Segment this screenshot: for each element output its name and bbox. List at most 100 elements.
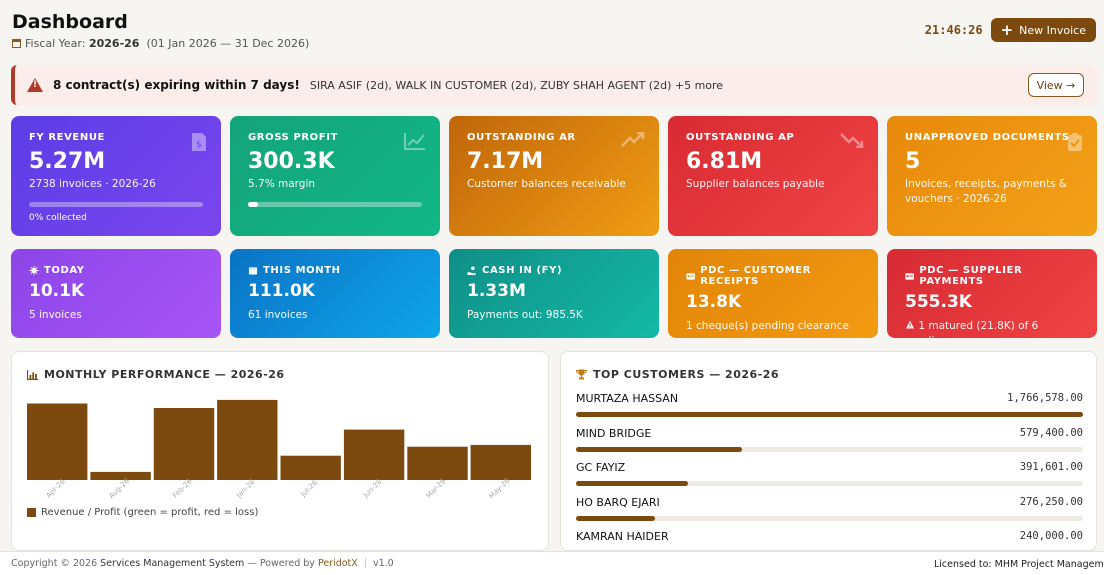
kpi-today[interactable]: TODAY 10.1K 5 invoices	[11, 249, 221, 338]
kpi-sub: 1 cheque(s) pending clearance	[686, 320, 849, 332]
view-contracts-button[interactable]: View →	[1028, 73, 1084, 97]
kpi-this-month[interactable]: THIS MONTH 111.0K 61 invoices	[230, 249, 440, 338]
version: v1.0	[373, 558, 394, 569]
panel-header: MONTHLY PERFORMANCE — 2026-26	[27, 368, 285, 381]
kpi-sub-row: 1 matured (21.8K) of 6 pending	[905, 319, 1079, 338]
chart-bar-mar-26[interactable]	[407, 446, 468, 480]
chart-bar-aug-26[interactable]	[90, 471, 151, 480]
chart-bar-jul-26[interactable]	[280, 455, 341, 480]
chart-bar-jun-26[interactable]	[343, 429, 405, 480]
kpi-value: 5	[905, 149, 921, 174]
kpi-label: PDC — SUPPLIER PAYMENTS	[919, 265, 1023, 287]
kpi-value: 111.0K	[248, 281, 315, 301]
progress-fill	[248, 202, 258, 207]
new-invoice-button[interactable]: + New Invoice	[990, 18, 1096, 42]
chart-tick-label: Jun-26	[361, 477, 384, 500]
cheque-icon	[905, 272, 914, 280]
clipboard-check-icon	[1068, 133, 1082, 151]
kpi-sub: 61 invoices	[248, 309, 308, 321]
warning-icon	[905, 320, 915, 329]
kpi-label-row: PDC — SUPPLIER PAYMENTS	[905, 265, 1079, 287]
kpi-label-row: THIS MONTH	[248, 265, 422, 276]
chart-bar-feb-26[interactable]	[153, 408, 215, 480]
chart-tick-label: Jan-26	[234, 478, 256, 500]
chart-bar-jan-26[interactable]	[217, 399, 278, 480]
customer-bar-fill	[576, 481, 689, 486]
plus-icon: +	[1000, 20, 1014, 39]
kpi-value: 5.27M	[29, 149, 106, 174]
customer-row[interactable]: GC FAYIZ 391,601.00	[576, 461, 1083, 496]
kpi-sub: 5.7% margin	[248, 178, 316, 190]
kpi-unapproved-documents[interactable]: UNAPPROVED DOCUMENTS 5 Invoices, receipt…	[887, 116, 1097, 236]
chart-bar-may-26[interactable]	[470, 444, 531, 480]
chart-tick-label: Aug-26	[107, 476, 131, 500]
bar-chart-icon	[27, 369, 38, 380]
kpi-fy-revenue[interactable]: $ FY REVENUE 5.27M 2738 invoices · 2026-…	[11, 116, 221, 236]
panel-header: TOP CUSTOMERS — 2026-26	[576, 368, 779, 381]
page-title: Dashboard	[12, 11, 128, 33]
kpi-label-row: TODAY	[29, 265, 203, 276]
fiscal-year-info: Fiscal Year: 2026-26 (01 Jan 2026 — 31 D…	[12, 37, 1096, 50]
customer-row[interactable]: HO BARQ EJARI 276,250.00	[576, 496, 1083, 531]
customer-bar-fill	[576, 446, 743, 452]
kpi-value: 10.1K	[29, 281, 85, 301]
customer-amount: 579,400.00	[1019, 426, 1083, 439]
chart-legend: Revenue / Profit (green = profit, red = …	[27, 507, 258, 518]
customer-amount: 1,766,578.00	[1007, 392, 1083, 404]
kpi-pdc-customer-receipts[interactable]: PDC — CUSTOMER RECEIPTS 13.8K 1 cheque(s…	[668, 249, 878, 338]
kpi-gross-profit[interactable]: GROSS PROFIT 300.3K 5.7% margin	[230, 116, 440, 236]
customer-amount: 240,000.00	[1019, 530, 1083, 542]
legend-swatch	[27, 508, 36, 517]
kpi-sub: Customer balances receivable	[467, 178, 626, 190]
header-actions: 21:46:26 + New Invoice	[925, 18, 1096, 42]
kpi-value: 6.81M	[686, 149, 763, 174]
customer-row[interactable]: KAMRAN HAIDER 240,000.00	[576, 530, 1083, 550]
customer-row[interactable]: MIND BRIDGE 579,400.00	[576, 427, 1083, 462]
kpi-label: UNAPPROVED DOCUMENTS	[905, 132, 1070, 143]
footer-separator: |	[363, 558, 367, 569]
monthly-performance-panel: MONTHLY PERFORMANCE — 2026-26 Apr-26 Aug-…	[11, 351, 549, 551]
kpi-label: THIS MONTH	[263, 265, 341, 276]
customer-name: MURTAZA HASSAN	[576, 392, 679, 405]
licensed-to: Licensed to: MHM Project Management	[934, 558, 1104, 570]
footer-brand: Services Management System	[100, 558, 245, 569]
collection-progress-bar	[29, 202, 203, 207]
sun-icon	[29, 266, 39, 275]
clock: 21:46:26	[924, 23, 983, 37]
customer-name: KAMRAN HAIDER	[576, 530, 669, 543]
chart-bar-apr-26[interactable]	[27, 403, 88, 481]
trophy-icon	[576, 369, 587, 380]
kpi-outstanding-ar[interactable]: OUTSTANDING AR 7.17M Customer balances r…	[449, 116, 659, 236]
kpi-value: 1.33M	[467, 281, 526, 301]
margin-progress-bar	[248, 202, 422, 207]
kpi-value: 555.3K	[905, 292, 972, 312]
kpi-label: GROSS PROFIT	[248, 132, 338, 143]
contract-expiry-alert: 8 contract(s) expiring within 7 days! SI…	[11, 65, 1097, 105]
kpi-value: 300.3K	[248, 149, 335, 174]
customer-row[interactable]: MURTAZA HASSAN 1,766,578.00	[576, 392, 1083, 427]
kpi-label: OUTSTANDING AR	[467, 132, 576, 143]
kpi-sub: Payments out: 985.5K	[467, 309, 583, 321]
kpi-outstanding-ap[interactable]: OUTSTANDING AP 6.81M Supplier balances p…	[668, 116, 878, 236]
panel-title: TOP CUSTOMERS — 2026-26	[593, 368, 780, 381]
customer-amount: 391,601.00	[1019, 461, 1083, 473]
fiscal-label: Fiscal Year:	[25, 37, 86, 50]
line-chart-icon	[404, 133, 425, 150]
customer-bar-track	[576, 515, 1083, 521]
kpi-sub: Supplier balances payable	[686, 178, 825, 190]
cheque-icon	[686, 272, 695, 280]
svg-text:$: $	[196, 140, 202, 150]
alert-message: SIRA ASIF (2d), WALK IN CUSTOMER (2d), Z…	[309, 78, 724, 92]
customer-bar-track	[576, 412, 1083, 417]
kpi-value: 13.8K	[686, 292, 742, 312]
peridotx-link[interactable]: PeridotX	[317, 558, 358, 569]
chart-tick-label: Mar-26	[425, 477, 448, 500]
chart-tick-label: Feb-26	[171, 477, 194, 500]
chart-tick-label: Apr-26	[45, 477, 67, 499]
kpi-pdc-supplier-payments[interactable]: PDC — SUPPLIER PAYMENTS 555.3K 1 matured…	[887, 249, 1097, 338]
kpi-cash-in[interactable]: CASH IN (FY) 1.33M Payments out: 985.5K	[449, 249, 659, 338]
hand-coin-icon	[467, 266, 476, 275]
copyright: Copyright © 2026	[11, 558, 98, 569]
powered-by: — Powered by	[247, 558, 315, 569]
kpi-label: TODAY	[44, 265, 85, 276]
